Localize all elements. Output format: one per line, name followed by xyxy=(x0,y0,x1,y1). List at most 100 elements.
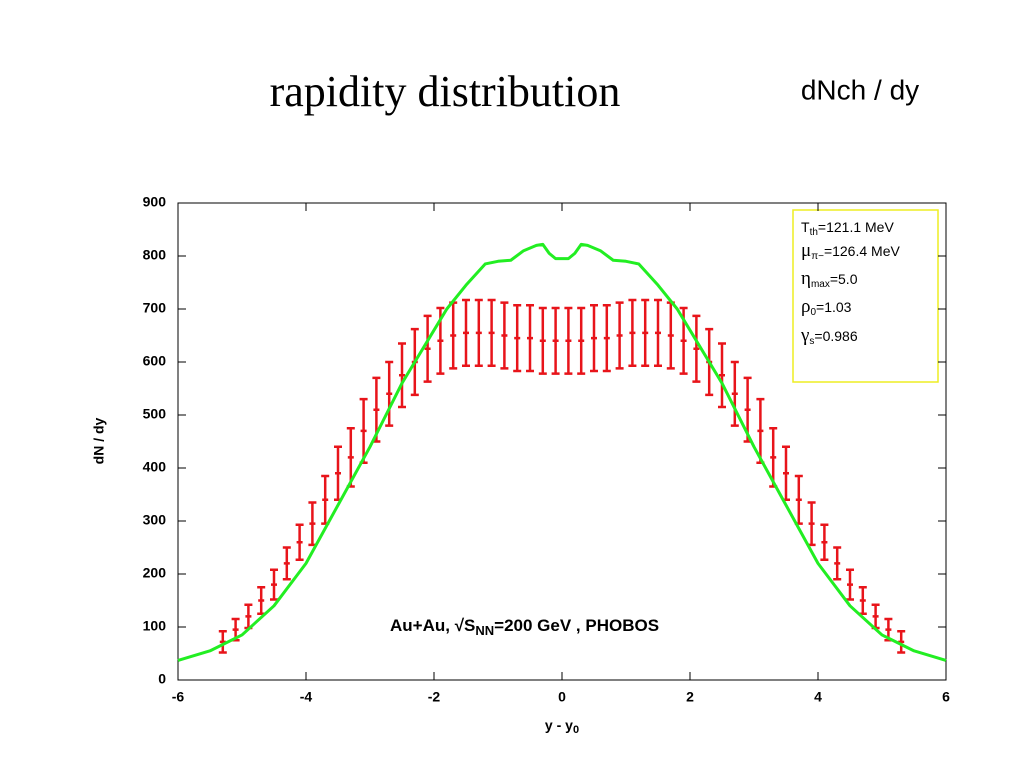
legend-text: =121.1 MeV xyxy=(818,219,895,235)
error-bar xyxy=(231,617,240,642)
error-bar xyxy=(820,523,829,561)
error-bar xyxy=(577,306,586,375)
legend-symbol: μ xyxy=(801,240,811,261)
error-bar xyxy=(551,306,560,375)
error-bar xyxy=(513,304,522,373)
error-bar xyxy=(692,314,701,383)
legend-symbol: η xyxy=(801,268,811,289)
annotation: Au+Au, √SNN=200 GeV , PHOBOS xyxy=(390,616,659,638)
y-tick-label: 600 xyxy=(143,353,167,369)
error-bar xyxy=(794,474,803,525)
error-bar xyxy=(897,629,906,654)
legend-sub: π− xyxy=(811,251,824,262)
legend-text: =126.4 MeV xyxy=(824,243,901,259)
x-tick-label: -6 xyxy=(172,689,185,705)
legend-sub: s xyxy=(809,336,814,347)
error-bar xyxy=(756,397,765,464)
y-tick-label: 0 xyxy=(158,671,166,687)
y-tick-label: 800 xyxy=(143,247,167,263)
x-axis-label-text: y - y xyxy=(545,717,573,733)
annotation-pre: Au+Au, √S xyxy=(390,616,475,635)
error-bar xyxy=(782,445,790,502)
x-tick-label: 6 xyxy=(942,689,950,705)
error-bar xyxy=(449,301,458,370)
legend-text: =1.03 xyxy=(816,299,852,315)
error-bar xyxy=(436,306,445,375)
error-bar xyxy=(615,301,624,370)
legend-entry: γs=0.986 xyxy=(800,325,858,346)
error-bar xyxy=(372,376,381,443)
error-bar xyxy=(308,501,317,547)
error-bar xyxy=(769,427,778,488)
error-bar xyxy=(398,342,406,409)
y-tick-label: 700 xyxy=(143,300,167,316)
error-bar xyxy=(590,304,598,373)
error-bar xyxy=(295,523,304,561)
error-bar xyxy=(833,546,842,581)
error-bar xyxy=(743,376,752,443)
legend-text: =0.986 xyxy=(814,328,857,344)
y-tick-label: 500 xyxy=(143,406,167,422)
legend-symbol: ρ xyxy=(801,296,810,317)
error-bar xyxy=(282,546,291,581)
error-bar xyxy=(718,342,726,409)
error-bar xyxy=(423,314,432,383)
annotation-post: =200 GeV , PHOBOS xyxy=(494,616,659,635)
x-tick-label: 0 xyxy=(558,689,566,705)
y-tick-label: 200 xyxy=(143,565,167,581)
error-bar xyxy=(321,474,330,525)
legend-entry: μπ−=126.4 MeV xyxy=(801,240,900,261)
error-bar xyxy=(487,298,496,367)
error-bar xyxy=(538,306,547,375)
legend-sub: th xyxy=(810,227,818,238)
legend-symbol: γ xyxy=(800,325,809,346)
error-bar xyxy=(346,427,355,488)
error-bar xyxy=(602,304,611,373)
x-axis-label: y - y0 xyxy=(545,717,579,736)
legend-text: =5.0 xyxy=(830,271,858,287)
error-bar xyxy=(846,568,854,601)
error-bar xyxy=(500,301,509,370)
x-axis-label-sub: 0 xyxy=(573,724,579,736)
y-tick-label: 100 xyxy=(143,618,167,634)
error-bar xyxy=(730,360,739,427)
x-tick-label: 4 xyxy=(814,689,822,705)
legend-entry: Tth=121.1 MeV xyxy=(801,219,894,238)
legend-entry: ρ0=1.03 xyxy=(801,296,852,317)
error-bar xyxy=(218,629,227,654)
legend-entry: ηmax=5.0 xyxy=(801,268,858,289)
error-bar xyxy=(359,397,368,464)
error-bar xyxy=(474,298,483,367)
error-bar xyxy=(628,298,637,367)
x-tick-label: 2 xyxy=(686,689,694,705)
error-bar xyxy=(462,298,470,367)
legend-symbol: T xyxy=(801,219,810,235)
error-bar xyxy=(807,501,816,547)
error-bar xyxy=(257,586,266,615)
slide-title: rapidity distribution xyxy=(270,67,621,116)
legend-sub: 0 xyxy=(810,307,816,318)
error-bar xyxy=(334,445,342,502)
error-bar xyxy=(654,298,662,367)
annotation-sub: NN xyxy=(475,623,494,638)
error-bar xyxy=(385,360,394,427)
error-bar xyxy=(270,568,278,601)
error-bar xyxy=(641,298,650,367)
legend-sub: max xyxy=(811,279,830,290)
parameter-box xyxy=(792,209,939,383)
error-bar xyxy=(564,306,573,375)
error-bar xyxy=(858,586,867,615)
y-axis-label: dN / dy xyxy=(91,417,107,464)
model-curve xyxy=(177,242,947,662)
y-tick-label: 400 xyxy=(143,459,167,475)
x-tick-label: -4 xyxy=(300,689,313,705)
error-bar xyxy=(666,301,675,370)
y-tick-label: 900 xyxy=(143,194,167,210)
slide-subtitle: dNch / dy xyxy=(801,74,919,105)
x-tick-label: -2 xyxy=(428,689,441,705)
error-bar xyxy=(679,306,688,375)
error-bar xyxy=(884,617,893,642)
error-bar xyxy=(526,304,534,373)
y-tick-label: 300 xyxy=(143,512,167,528)
